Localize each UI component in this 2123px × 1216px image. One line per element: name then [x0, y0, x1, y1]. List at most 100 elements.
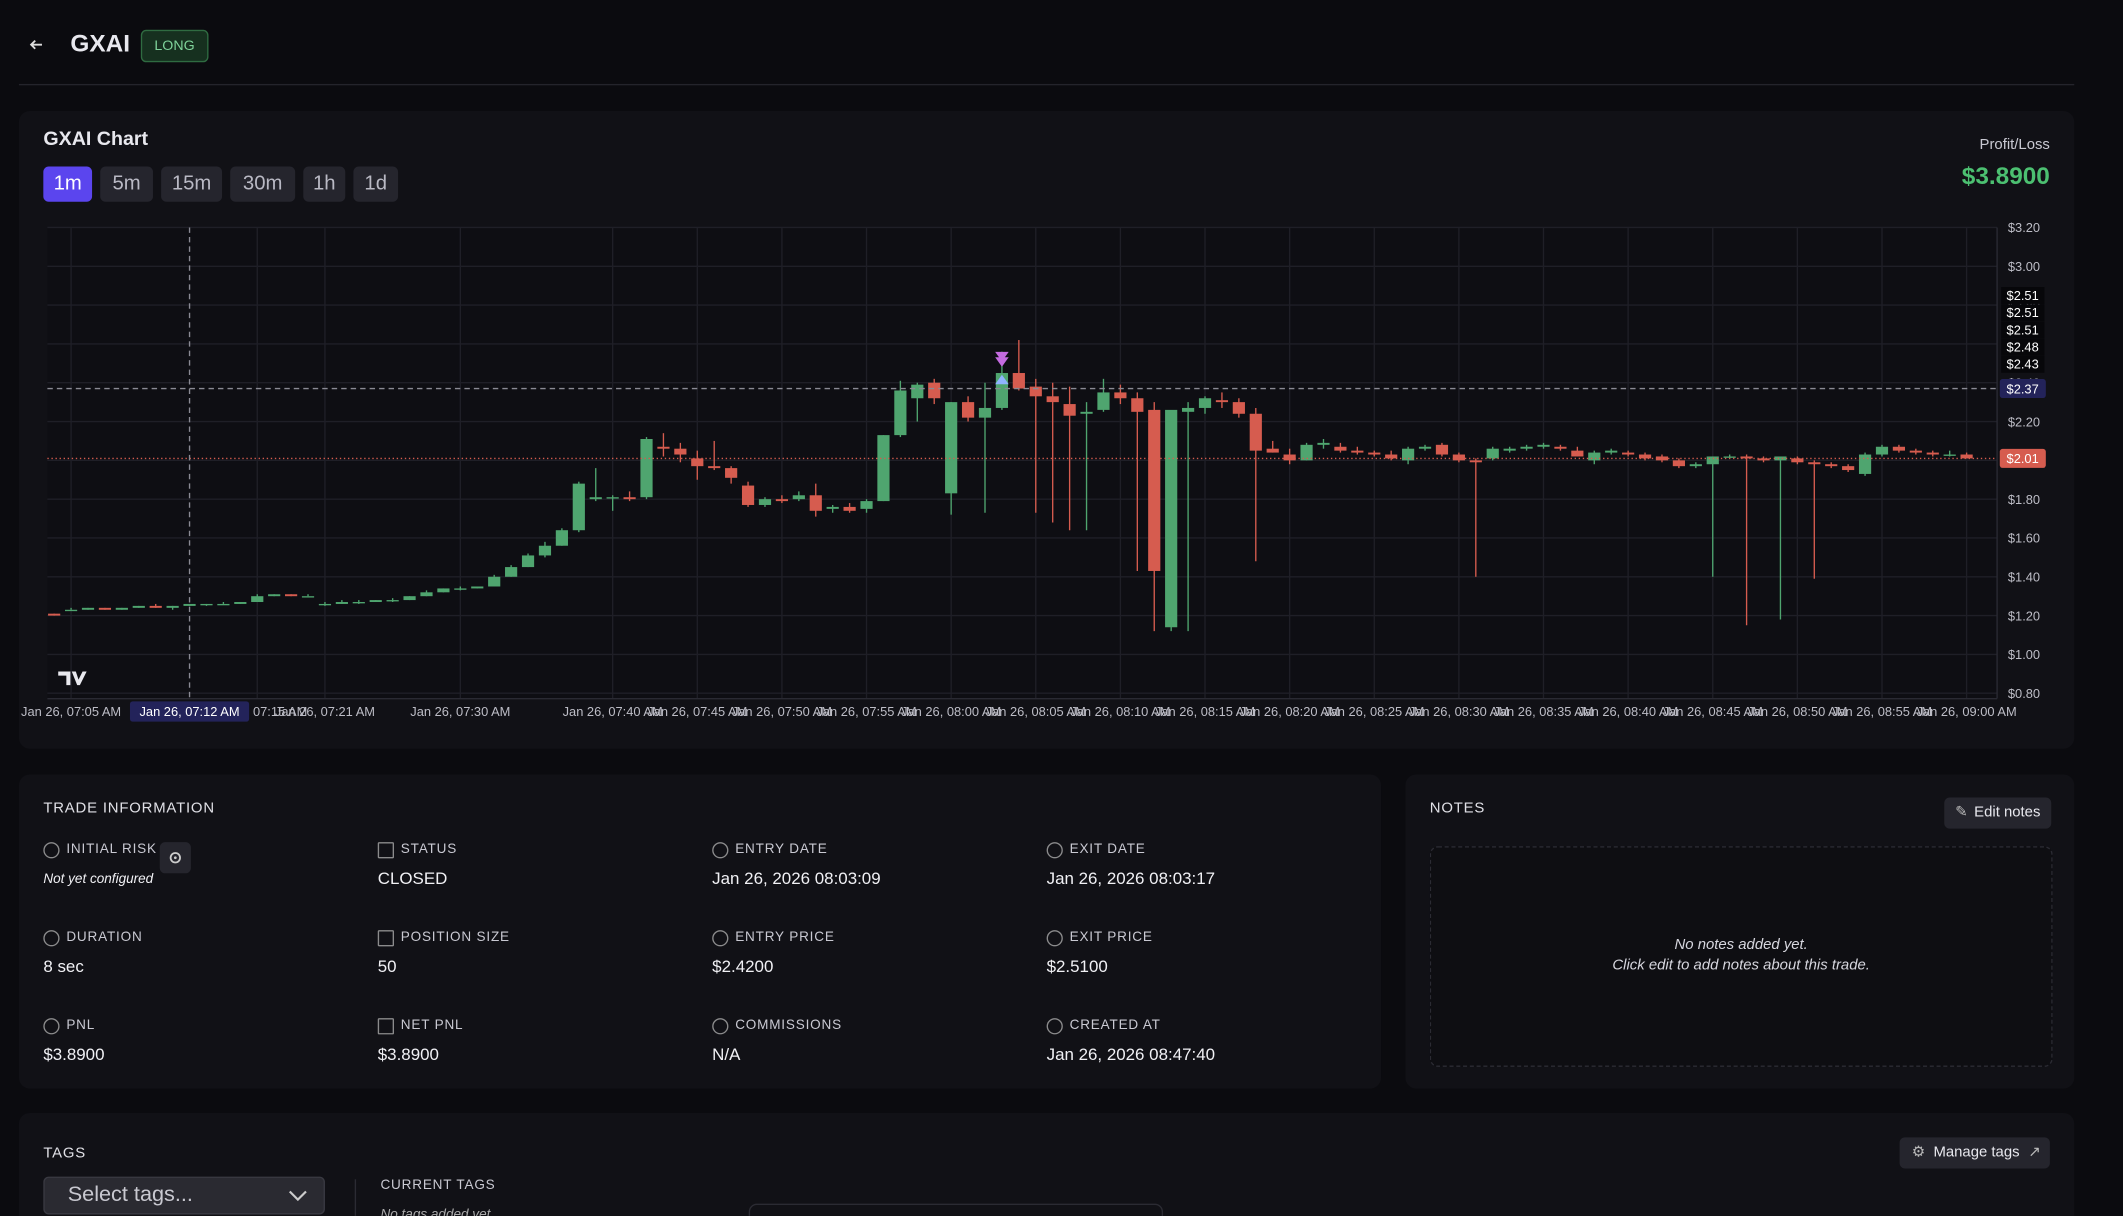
candle-body [775, 499, 788, 502]
candle-body [1791, 458, 1804, 463]
entry-marker [995, 374, 1009, 385]
candle-body [691, 458, 704, 467]
field-icon [712, 930, 729, 947]
candle-body [1537, 444, 1550, 447]
candle-body [961, 402, 975, 418]
x-tick-label: Jan 26, 07:45 AM [647, 704, 747, 719]
candle-body [708, 466, 721, 469]
timeframe-button[interactable]: 1d [353, 166, 399, 202]
side-badge: LONG [140, 29, 209, 63]
candle-body [674, 448, 687, 455]
candle-body [1520, 446, 1533, 449]
field-icon [43, 930, 60, 947]
candle-body [234, 602, 247, 604]
tag-select[interactable]: Select tags... [43, 1176, 325, 1215]
y-tick-label: $2.20 [2008, 414, 2040, 429]
chart: $0.80$1.00$1.20$1.40$1.60$1.80$2.00$2.20… [21, 220, 2046, 722]
candle-body [1723, 456, 1736, 458]
field-value: 50 [377, 957, 397, 977]
field-label: POSITION SIZE [400, 930, 510, 946]
candle-body [1181, 407, 1195, 412]
tag-box [748, 1203, 1164, 1216]
button-label: Edit notes [1974, 804, 2041, 821]
price-marker-label: $2.51 [2007, 305, 2039, 320]
timeframe-button[interactable]: 1h [303, 166, 346, 202]
price-marker-label: $2.43 [2007, 357, 2039, 372]
page-title: GXAI [70, 29, 131, 57]
candle-body [318, 603, 332, 606]
empty-note: Click edit to add notes about this trade… [1612, 957, 1870, 974]
pnl-label: Profit/Loss [1979, 136, 2050, 153]
x-tick-label: Jan 26, 08:40 AM [1578, 704, 1678, 719]
field-label: DURATION [66, 930, 143, 946]
candle-body [1469, 460, 1482, 463]
candle-body [928, 382, 941, 399]
price-marker-bg [2001, 304, 2045, 322]
candle-body [1740, 456, 1753, 459]
candle-body [1892, 446, 1906, 451]
candle-body [1774, 456, 1787, 461]
candle-body [1757, 458, 1770, 461]
x-tick-label: Jan 26, 08:20 AM [1240, 704, 1340, 719]
candle-body [606, 497, 619, 499]
candle-body [1063, 404, 1076, 416]
field-value: $2.5100 [1046, 957, 1108, 977]
candle-body [1029, 386, 1042, 397]
separator [354, 1179, 357, 1216]
candle-body [1486, 448, 1499, 459]
field-value: 8 sec [43, 957, 84, 977]
candle-body [98, 607, 112, 610]
back-icon[interactable] [27, 35, 46, 54]
candle-body [1300, 444, 1313, 461]
candle-body [1114, 392, 1127, 399]
candle-body [301, 596, 315, 598]
timeframe-button[interactable]: 5m [100, 166, 153, 202]
y-tick-label: $1.40 [2008, 570, 2040, 585]
settings-button[interactable] [159, 842, 191, 874]
candle-body [1588, 452, 1601, 461]
trade-card [18, 774, 1382, 1089]
candle-body [945, 402, 958, 494]
candle-body [1655, 456, 1669, 461]
timeframe-button[interactable]: 15m [161, 166, 223, 202]
field-label: EXIT PRICE [1069, 930, 1153, 946]
candle-body [505, 567, 518, 577]
candle-body [1165, 409, 1178, 628]
candle-body [623, 497, 636, 500]
candle-body [1638, 454, 1652, 459]
tags-card [18, 1112, 2075, 1216]
x-tick-label: Jan 26, 08:55 AM [1832, 704, 1932, 719]
candle-body [894, 390, 907, 436]
y-tick-label: $1.00 [2008, 647, 2040, 662]
x-tick-label: Jan 26, 08:30 AM [1409, 704, 1509, 719]
candle-body [48, 613, 61, 616]
price-marker-label: $2.51 [2007, 322, 2039, 337]
candle-body [978, 407, 992, 418]
candle-body [1385, 454, 1398, 459]
timeframe-button[interactable]: 30m [230, 166, 296, 202]
candle-body [251, 596, 264, 603]
crosshair-price-bg [1999, 379, 2046, 399]
x-tick-label: Jan 26, 08:25 AM [1324, 704, 1424, 719]
edit-notes-button[interactable]: ✎ Edit notes [1944, 797, 2052, 829]
chart-title: GXAI Chart [43, 128, 149, 151]
candle-body [1046, 396, 1059, 403]
timeframe-button[interactable]: 1m [43, 166, 93, 202]
field-label: INITIAL RISK [66, 842, 157, 858]
candle-body [792, 495, 805, 500]
field-icon [1046, 842, 1063, 859]
candle-body [1960, 454, 1973, 459]
plot-bg [47, 227, 1998, 699]
manage-tags-button[interactable]: ⚙ Manage tags ↗ [1899, 1137, 2050, 1169]
price-marker-bg [2001, 355, 2045, 373]
tv-logo [58, 671, 87, 686]
candle-body [1825, 464, 1838, 467]
candle-body [1909, 450, 1922, 453]
candle-body [1131, 398, 1144, 412]
candle-body [1198, 398, 1212, 408]
candle-body [183, 603, 196, 606]
candle-body [81, 607, 95, 610]
x-tick-label: Jan 26, 08:35 AM [1493, 704, 1593, 719]
